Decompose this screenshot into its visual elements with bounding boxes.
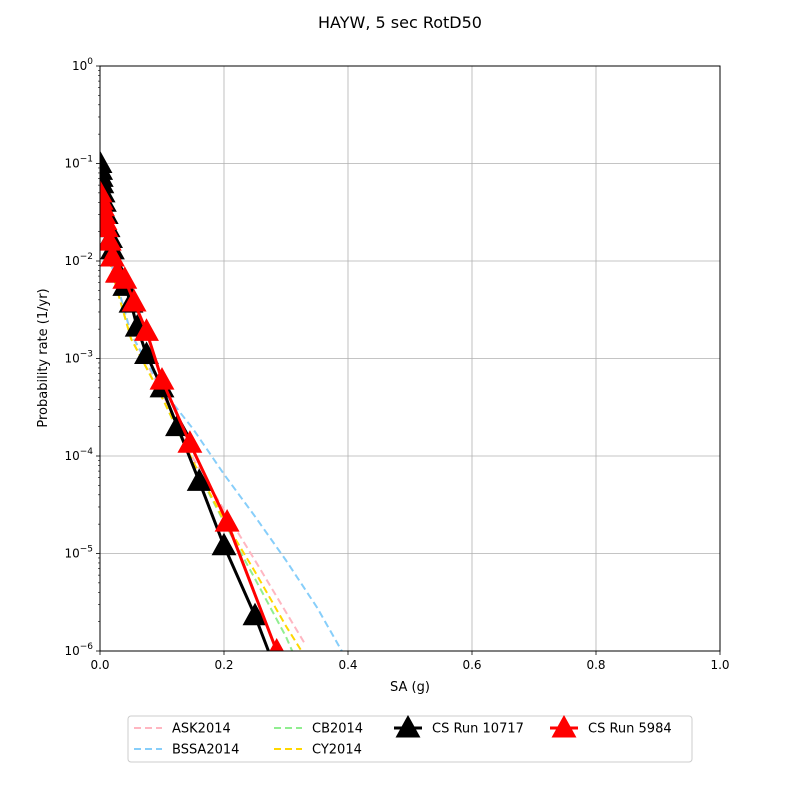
plot-frame bbox=[99, 65, 721, 652]
series-point-cs-run-5984 bbox=[134, 318, 159, 341]
series-line-bssa2014 bbox=[102, 222, 343, 651]
series-point-cs-run-5984 bbox=[112, 266, 138, 289]
series-layer bbox=[100, 150, 343, 682]
grid-lines bbox=[99, 65, 721, 652]
legend-label-cs-run-10717: CS Run 10717 bbox=[432, 722, 524, 737]
x-tick-label: 0.4 bbox=[338, 658, 357, 672]
y-tick-label: 10−4 bbox=[64, 447, 93, 463]
axes: 0.0 0.2 0.4 0.6 0.8 1.0 100 10−1 10−2 10−3 10−4 10−… bbox=[64, 57, 729, 672]
x-tick-label: 0.8 bbox=[586, 658, 605, 672]
x-tick-label: 0.0 bbox=[90, 658, 109, 672]
series-point-cs-run-5984 bbox=[214, 509, 240, 532]
x-tick-label: 0.6 bbox=[462, 658, 481, 672]
legend-label-cb2014: CB2014 bbox=[312, 722, 363, 737]
series-line-cs-run-10717 bbox=[100, 163, 271, 651]
series-point-cs-run-10717 bbox=[242, 602, 268, 626]
series-point-cs-run-5984 bbox=[121, 288, 147, 312]
x-axis-label: SA (g) bbox=[390, 680, 430, 695]
y-tick-label: 10−6 bbox=[64, 642, 93, 658]
legend-label-cs-run-5984: CS Run 5984 bbox=[588, 722, 672, 737]
x-tick-label: 0.2 bbox=[214, 658, 233, 672]
y-tick-label: 10−3 bbox=[64, 350, 93, 366]
y-tick-label: 10−1 bbox=[64, 155, 93, 171]
legend: ASK2014 BSSA2014 CB2014 CY2014 CS Run 10717 C… bbox=[127, 714, 693, 763]
y-tick-label: 10−2 bbox=[64, 252, 93, 268]
series-point-cs-run-10717 bbox=[211, 532, 237, 556]
series-point-cs-run-10717 bbox=[186, 468, 212, 491]
series-point-cs-run-5984 bbox=[149, 367, 175, 390]
y-tick-label: 100 bbox=[72, 57, 93, 73]
series-point-cs-run-10717 bbox=[265, 661, 288, 682]
legend-label-bssa2014: BSSA2014 bbox=[172, 743, 239, 758]
series-point-cs-run-5984 bbox=[269, 637, 284, 651]
chart-title: HAYW, 5 sec RotD50 bbox=[318, 13, 482, 32]
x-tick-label: 1.0 bbox=[710, 658, 729, 672]
legend-marker-cs-run-10717 bbox=[395, 714, 421, 738]
legend-label-cy2014: CY2014 bbox=[312, 743, 362, 758]
series-point-cs-run-5984 bbox=[100, 243, 125, 267]
legend-marker-cs-run-5984 bbox=[551, 714, 577, 738]
y-tick-label: 10−5 bbox=[64, 545, 93, 561]
y-axis-label: Probability rate (1/yr) bbox=[36, 288, 51, 427]
series-point-cs-run-5984 bbox=[177, 430, 203, 453]
legend-label-ask2014: ASK2014 bbox=[172, 722, 231, 737]
